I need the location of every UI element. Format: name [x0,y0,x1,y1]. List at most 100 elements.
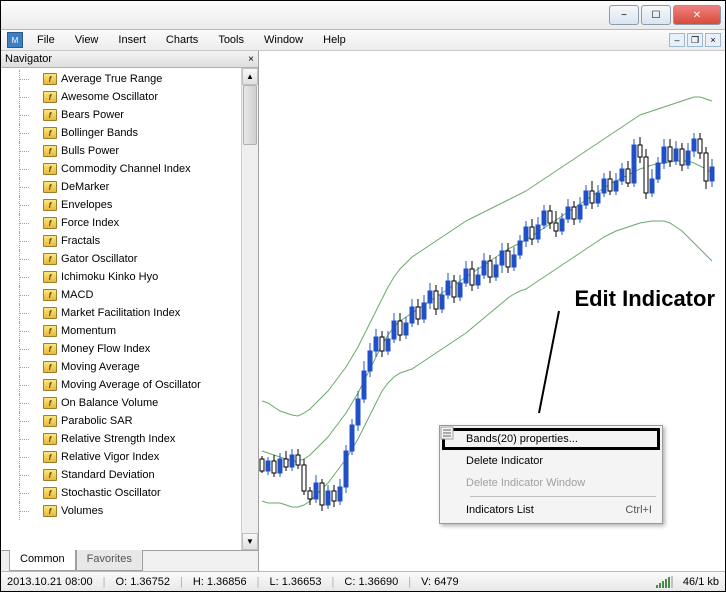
indicator-item[interactable]: fMoving Average [1,358,258,376]
mdi-minimize-button[interactable]: – [669,33,685,47]
indicator-item[interactable]: fStandard Deviation [1,466,258,484]
indicator-label: Momentum [61,325,116,337]
indicator-label: Bollinger Bands [61,127,138,139]
indicator-label: Force Index [61,217,119,229]
indicator-item[interactable]: fStochastic Oscillator [1,484,258,502]
menu-insert[interactable]: Insert [108,31,156,49]
indicator-item[interactable]: f Awesome Oscillator [1,88,258,106]
chart-area[interactable]: Edit Indicator Bands(20) properties... D… [259,51,725,571]
indicator-label: DeMarker [61,181,109,193]
function-icon: f [43,379,57,391]
menu-charts[interactable]: Charts [156,31,208,49]
indicator-item[interactable]: fAverage True Range [1,70,258,88]
menu-window[interactable]: Window [254,31,313,49]
indicator-item[interactable]: f Moving Average of Oscillator [1,376,258,394]
function-icon: f [43,325,57,337]
indicator-item[interactable]: fBears Power [1,106,258,124]
indicator-item[interactable]: f Envelopes [1,196,258,214]
function-icon: f [43,181,57,193]
function-icon: f [43,73,57,85]
scroll-thumb[interactable] [243,85,257,145]
indicator-label: Gator Oscillator [61,253,137,265]
indicator-label: Envelopes [61,199,112,211]
indicator-label: Volumes [61,505,103,517]
indicator-item[interactable]: f Fractals [1,232,258,250]
scroll-up-button[interactable]: ▲ [242,68,258,85]
indicator-label: Bears Power [61,109,124,121]
mdi-buttons: – ❐ × [669,33,725,47]
navigator-close-button[interactable]: × [244,54,258,65]
indicator-list: fAverage True RangefAwesome OscillatorfB… [1,68,258,522]
indicator-item[interactable]: fParabolic SAR [1,412,258,430]
indicator-label: Relative Strength Index [61,433,175,445]
menu-tools[interactable]: Tools [208,31,254,49]
status-right: 46/1 kb [656,576,719,588]
indicator-label: Bulls Power [61,145,119,157]
navigator-panel: Navigator × fAverage True RangefAwesome … [1,51,259,571]
titlebar: − ☐ ✕ [1,1,725,30]
statusbar: 2013.10.21 08:00 | O: 1.36752 | H: 1.368… [1,571,725,591]
function-icon: f [43,361,57,373]
menu-help[interactable]: Help [313,31,356,49]
app-window: − ☐ ✕ M File View Insert Charts Tools Wi… [0,0,726,592]
menu-file[interactable]: File [27,31,65,49]
status-connection: 46/1 kb [683,576,719,588]
indicator-item[interactable]: fRelative Vigor Index [1,448,258,466]
indicator-item[interactable]: f Gator Oscillator [1,250,258,268]
mdi-restore-button[interactable]: ❐ [687,33,703,47]
indicator-label: Money Flow Index [61,343,150,355]
window-maximize-button[interactable]: ☐ [641,5,671,25]
indicator-label: Moving Average of Oscillator [61,379,201,391]
indicator-label: Fractals [61,235,100,247]
menu-view[interactable]: View [65,31,109,49]
indicator-item[interactable]: f Bulls Power [1,142,258,160]
status-close: C: 1.36690 [344,576,398,588]
function-icon: f [43,199,57,211]
function-icon: f [43,145,57,157]
indicator-item[interactable]: fMACD [1,286,258,304]
function-icon: f [43,397,57,409]
mdi-close-button[interactable]: × [705,33,721,47]
indicator-item[interactable]: f Momentum [1,322,258,340]
indicator-item[interactable]: fMarket Facilitation Index [1,304,258,322]
indicator-label: On Balance Volume [61,397,158,409]
connection-signal-icon [656,576,673,588]
tab-common[interactable]: Common [9,550,76,571]
indicator-label: Commodity Channel Index [61,163,191,175]
function-icon: f [43,127,57,139]
window-minimize-button[interactable]: − [609,5,639,25]
function-icon: f [43,235,57,247]
indicator-item[interactable]: f Ichimoku Kinko Hyo [1,268,258,286]
indicator-item[interactable]: fCommodity Channel Index [1,160,258,178]
indicator-label: Relative Vigor Index [61,451,159,463]
navigator-tabs: Common Favorites [1,550,258,571]
status-open: O: 1.36752 [116,576,170,588]
function-icon: f [43,505,57,517]
indicator-item[interactable]: f Force Index [1,214,258,232]
scroll-down-button[interactable]: ▼ [242,533,258,550]
navigator-title: Navigator [5,53,52,65]
status-volume: V: 6479 [421,576,459,588]
window-close-button[interactable]: ✕ [673,5,721,25]
indicator-label: Awesome Oscillator [61,91,158,103]
function-icon: f [43,217,57,229]
indicator-item[interactable]: f Money Flow Index [1,340,258,358]
function-icon: f [43,91,57,103]
function-icon: f [43,343,57,355]
indicator-item[interactable]: f Relative Strength Index [1,430,258,448]
function-icon: f [43,433,57,445]
menubar: M File View Insert Charts Tools Window H… [1,30,725,51]
indicator-item[interactable]: f Bollinger Bands [1,124,258,142]
navigator-scrollbar[interactable]: ▲ ▼ [241,68,258,550]
tab-favorites[interactable]: Favorites [76,550,143,571]
function-icon: f [43,307,57,319]
indicator-label: Ichimoku Kinko Hyo [61,271,158,283]
indicator-label: MACD [61,289,93,301]
indicator-item[interactable]: f On Balance Volume [1,394,258,412]
indicator-item[interactable]: f Volumes [1,502,258,520]
function-icon: f [43,271,57,283]
annotation-label: Edit Indicator [574,286,715,312]
indicator-item[interactable]: f DeMarker [1,178,258,196]
indicator-label: Stochastic Oscillator [61,487,161,499]
function-icon: f [43,253,57,265]
